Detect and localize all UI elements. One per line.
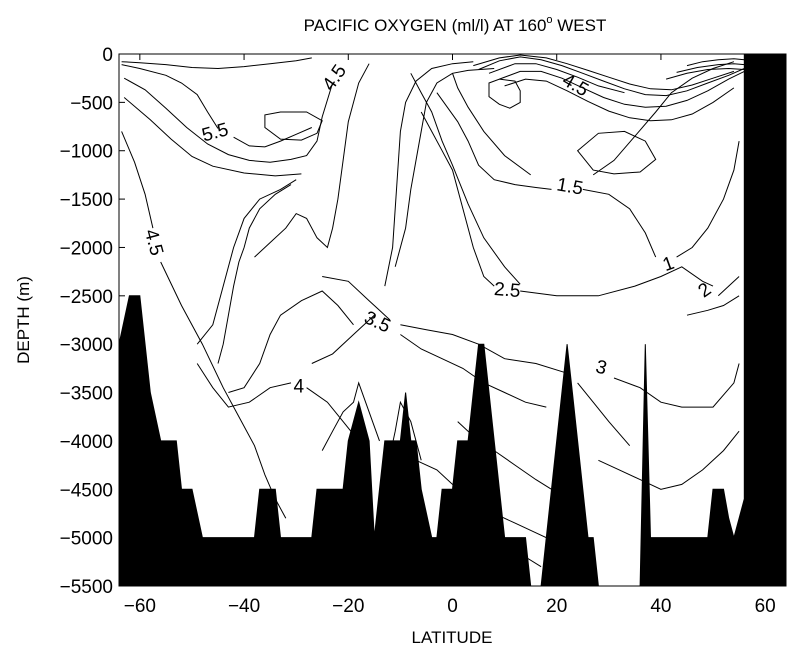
contour-line-9 [196,179,297,345]
chart-title-text: PACIFIC OXYGEN (ml/l) AT 160 [304,16,547,35]
y-tick-label-9: −4500 [60,480,113,501]
contour-line-37 [478,56,745,97]
chart-title-suffix: WEST [553,16,607,35]
contour-label-6: 2.5 [493,279,521,302]
x-tick-label-5: 40 [650,596,671,617]
contour-line-43 [676,63,745,73]
x-tick-label-0: −60 [124,596,156,617]
y-tick-label-0: 0 [102,45,113,66]
y-tick-label-7: −3500 [60,384,113,405]
contour-line-14 [322,276,391,321]
x-tick-label-1: −40 [228,596,260,617]
contour-line-13 [400,334,547,408]
contour-line-20 [410,73,521,285]
contour-line-11 [228,290,354,393]
contour-label-10: 4 [293,377,304,398]
x-axis-title: LATITUDE [412,628,493,647]
seafloor-fill [119,54,786,586]
y-tick-label-3: −1500 [60,190,113,211]
contour-line-27 [311,314,375,364]
y-tick-label-2: −1000 [60,142,113,163]
contour-line-2 [233,127,312,148]
x-tick-label-4: 20 [546,596,567,617]
contour-line-41 [504,78,735,122]
contour-line-44 [665,67,745,80]
contour-line-10 [217,184,292,364]
y-tick-label-11: −5500 [60,577,113,598]
contour-line-26 [686,295,740,316]
contour-closed-0 [264,111,323,141]
contour-line-4 [123,97,302,177]
y-axis: 0 −500 −1000 −1500 −2000 −2500 −3000 −3500 −4000… [60,45,786,598]
y-tick-label-6: −3000 [60,335,113,356]
contour-line-40 [499,70,745,108]
y-tick-label-8: −4000 [60,432,113,453]
y-tick-label-1: −500 [70,93,113,114]
contour-line-35 [577,382,631,447]
contour-line-18 [436,92,552,190]
contour-line-22 [676,141,740,258]
contour-closed-1 [488,78,521,109]
contour-line-21 [582,188,657,258]
contour-line-3 [123,77,334,163]
contour-line-16 [384,61,474,287]
contour-line-39 [488,63,625,94]
contour-line-17 [420,111,495,287]
contour-line-23 [592,61,735,176]
y-tick-label-5: −2500 [60,287,113,308]
x-axis: −60 −40 −20 0 20 40 60 [124,54,776,617]
x-tick-label-6: 60 [755,596,776,617]
chart-title: PACIFIC OXYGEN (ml/l) AT 160o WEST [304,14,607,35]
contour-label-9: 3 [593,356,609,379]
contour-line-38 [473,54,735,91]
y-axis-title: DEPTH (m) [14,276,33,364]
contour-line-12 [254,63,370,258]
contour-line-33 [321,381,380,451]
seafloor-layer [119,54,786,586]
contour-line-25 [717,276,740,297]
contour-line-24 [452,73,531,176]
contour-label-3: 1.5 [555,174,585,199]
contour-line-7 [196,363,292,408]
contour-line-19 [520,266,714,297]
contour-closed-2 [576,130,657,175]
contour-line-31 [598,430,740,490]
x-tick-label-3: 0 [447,596,458,617]
contour-line-1 [121,64,219,129]
chart-title-superscript: o [546,14,552,26]
y-tick-label-4: −2000 [60,238,113,259]
contour-line-42 [686,58,745,67]
y-tick-label-10: −5000 [60,529,113,550]
contour-line-29 [613,363,740,408]
contour-lines [121,54,745,568]
x-tick-label-2: −20 [332,596,364,617]
contour-line-0 [121,57,312,70]
contour-line-5 [121,131,154,229]
